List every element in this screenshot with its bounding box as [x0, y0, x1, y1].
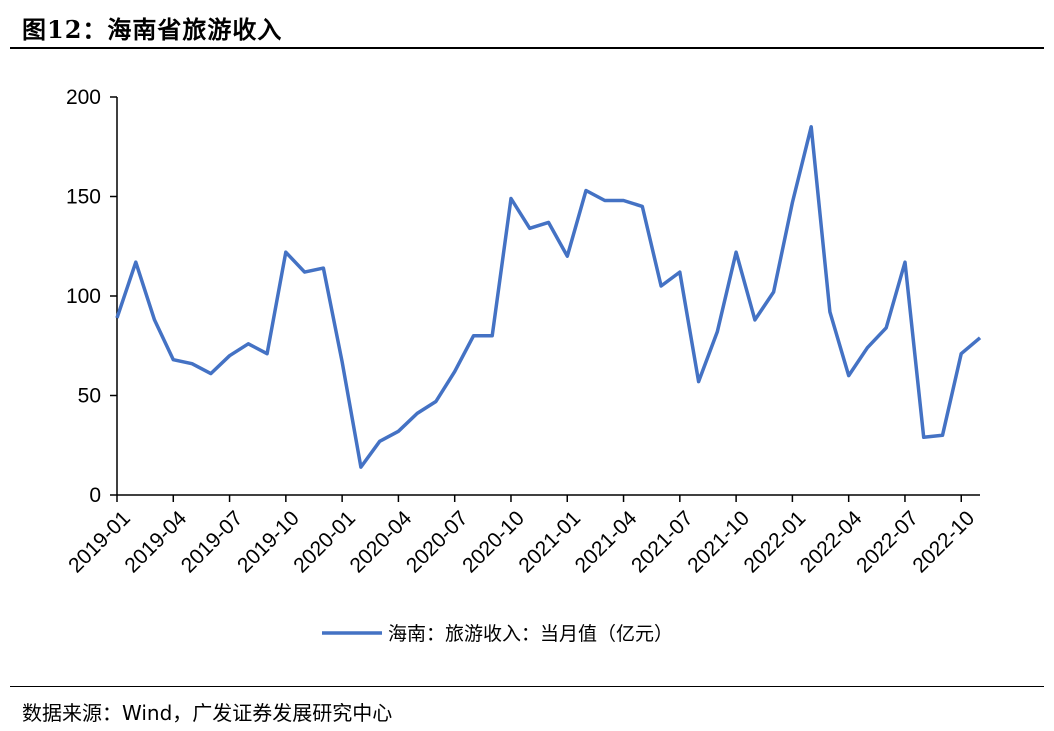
x-tick-label: 2020-10: [458, 507, 529, 578]
top-rule: [10, 47, 1044, 49]
y-tick-label: 0: [89, 484, 101, 507]
y-tick-label: 200: [66, 86, 101, 109]
x-tick-label: 2022-01: [740, 507, 811, 578]
x-tick-label: 2020-01: [289, 507, 360, 578]
x-tick-label: 2022-04: [796, 506, 867, 577]
x-tick-label: 2021-07: [627, 507, 698, 578]
y-tick-label: 150: [66, 186, 101, 209]
bottom-rule: [10, 686, 1044, 687]
series-line: [115, 125, 982, 469]
x-tick-label: 2019-10: [233, 507, 304, 578]
figure-title: 图12：海南省旅游收入: [22, 15, 283, 44]
x-tick-label: 2020-07: [402, 507, 473, 578]
x-tick-label: 2021-10: [683, 507, 754, 578]
x-tick-label: 2021-01: [514, 507, 585, 578]
y-tick-label: 50: [78, 385, 101, 408]
x-tick-label: 2019-07: [177, 507, 248, 578]
x-tick-label: 2020-04: [346, 506, 417, 577]
x-tick-label: 2022-07: [852, 507, 923, 578]
y-tick-label: 100: [66, 285, 101, 308]
source-note: 数据来源：Wind，广发证券发展研究中心: [22, 701, 393, 725]
x-tick-label: 2019-01: [64, 507, 135, 578]
x-tick-label: 2019-04: [120, 506, 191, 577]
x-tick-label: 2022-10: [908, 507, 979, 578]
x-tick-label: 2021-04: [571, 506, 642, 577]
legend-label: 海南：旅游收入：当月值（亿元）: [388, 623, 673, 645]
